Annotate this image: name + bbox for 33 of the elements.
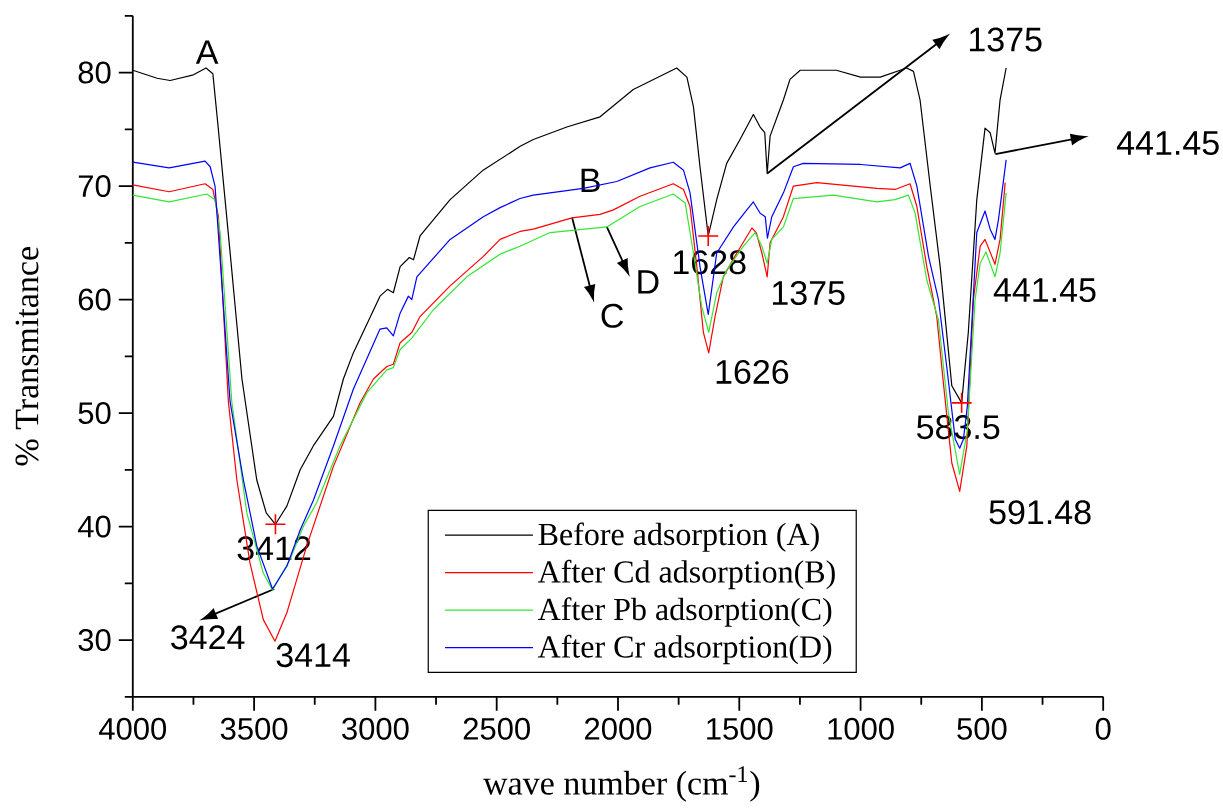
- legend-label: After Cd adsorption(B): [537, 559, 835, 590]
- annotation: B: [581, 168, 600, 192]
- x-tick-label: 500: [957, 717, 1007, 740]
- annotation: 1375: [772, 280, 845, 305]
- x-tick-label: 3000: [342, 717, 409, 740]
- y-tick-label: 40: [77, 515, 111, 538]
- x-tick-label: 0: [1095, 717, 1111, 740]
- x-tick-label: 2000: [585, 717, 652, 740]
- x-tick-label: 3500: [220, 717, 288, 740]
- x-axis-title: wave number (cm$^{-1}$): [483, 766, 760, 802]
- x-tick-label: 4000: [99, 717, 167, 740]
- annotation: 441.45: [993, 278, 1096, 303]
- y-tick-label: 30: [78, 628, 111, 651]
- x-tick-label: 1000: [828, 717, 894, 740]
- annotation: 1626: [716, 359, 789, 384]
- x-tick-label: 1500: [707, 717, 773, 740]
- annotation: A: [195, 40, 219, 64]
- legend-label: After Pb adsorption(C): [537, 597, 832, 627]
- y-tick-label: 80: [78, 61, 111, 84]
- legend-label: Before adsorption (A): [538, 522, 819, 552]
- y-tick-label: 70: [78, 174, 111, 197]
- y-axis-title: % Transmitance: [15, 247, 39, 466]
- annotation: 1375: [969, 27, 1042, 52]
- annotation: 3424: [171, 625, 245, 650]
- y-tick-label: 50: [78, 401, 111, 424]
- text: 441.45: [1116, 131, 1219, 155]
- annotation: 3414: [276, 642, 350, 668]
- annotation: 591.48: [989, 500, 1091, 525]
- y-tick-label: 60: [78, 288, 111, 311]
- legend-label: After Cr adsorption(D): [537, 634, 832, 665]
- annotation: C: [601, 303, 624, 328]
- annotation: D: [638, 270, 659, 294]
- x-tick-label: 2500: [463, 717, 530, 740]
